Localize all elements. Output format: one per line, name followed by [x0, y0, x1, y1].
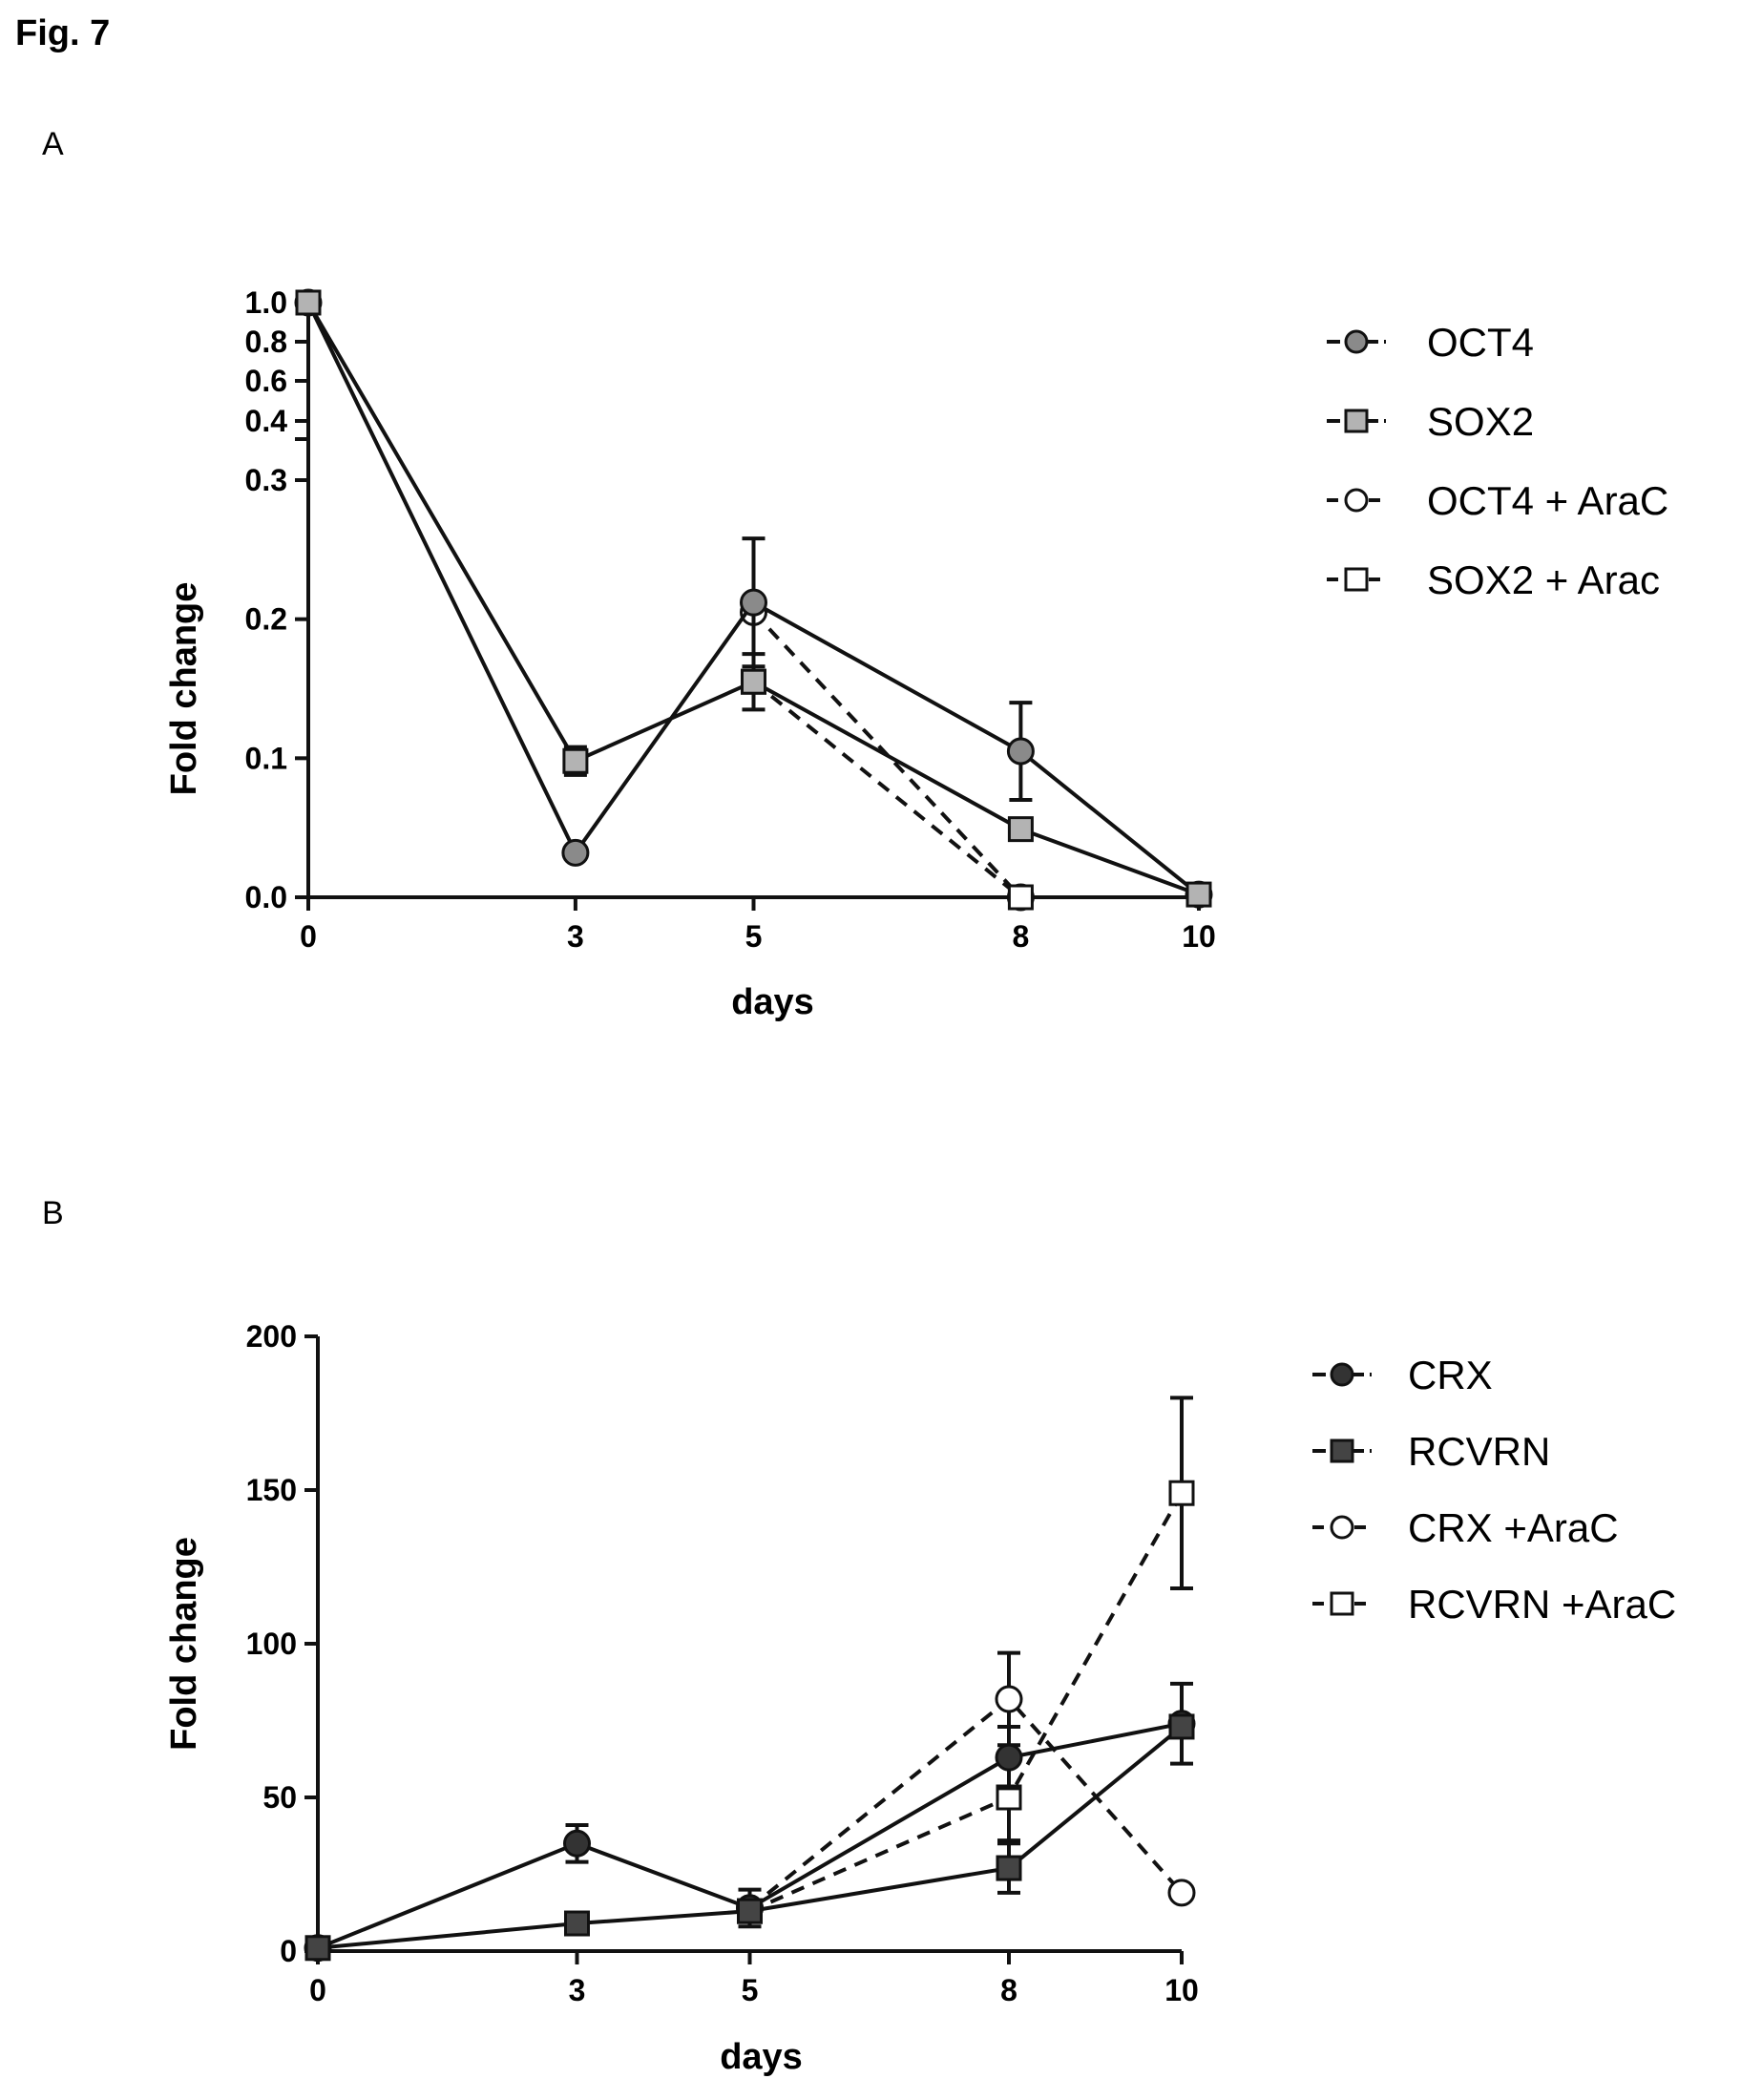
y-tick-label: 150	[246, 1473, 297, 1507]
series-rcvrn	[304, 1713, 1195, 1962]
data-point	[1006, 737, 1035, 766]
legend-label: OCT4	[1427, 320, 1534, 365]
legend-label: CRX	[1408, 1353, 1493, 1397]
series-sox2-arac	[741, 668, 1034, 911]
x-tick-label: 0	[309, 1973, 326, 2007]
legend-item: SOX2 + Arac	[1327, 557, 1660, 602]
y-tick-label: 1.0	[245, 285, 287, 320]
legend-marker	[1344, 488, 1369, 513]
legend-marker	[1344, 329, 1369, 354]
legend-label: RCVRN +AraC	[1408, 1582, 1676, 1627]
x-tick-label: 10	[1182, 919, 1216, 954]
chart-panel-b: 0 50 100 150 200 0 3 5 8 10 days Fold change CRX RCVR…	[164, 1319, 1676, 2077]
data-point	[295, 289, 322, 316]
data-point	[1185, 881, 1212, 908]
legend-marker	[1330, 1591, 1354, 1616]
x-tick-label: 0	[300, 919, 317, 954]
data-point	[1168, 1713, 1195, 1740]
x-tick-label: 5	[745, 919, 763, 954]
legend-label: SOX2 + Arac	[1427, 557, 1660, 602]
legend-marker	[1330, 1515, 1354, 1540]
y-tick-label: 0.8	[245, 325, 287, 359]
data-point	[304, 1935, 331, 1962]
y-tick-label: 200	[246, 1319, 297, 1354]
data-point	[564, 1910, 590, 1937]
data-point	[737, 1898, 763, 1924]
data-point	[995, 1743, 1023, 1772]
series-line	[752, 680, 1022, 899]
y-tick-label: 0.1	[245, 741, 287, 775]
data-point	[562, 747, 589, 774]
x-axis-title: days	[731, 982, 814, 1022]
x-tick-label: 8	[1013, 919, 1030, 954]
chart-panel-a: 0.0 0.1 0.2 0.3 0.4 0.6 0.8 1.0 0 3 5 8 10 days Fold c…	[164, 285, 1668, 1022]
data-point	[563, 1829, 591, 1858]
series-sox2	[295, 289, 1212, 908]
y-axis-title: Fold change	[164, 1537, 204, 1751]
data-point	[1167, 1879, 1196, 1907]
y-axis-title: Fold change	[164, 582, 204, 796]
legend-marker	[1330, 1362, 1354, 1387]
series-crx-arac	[736, 1650, 1196, 1922]
y-tick-label: 0	[280, 1934, 297, 1968]
legend-marker	[1330, 1438, 1354, 1463]
x-tick-label: 8	[1000, 1973, 1017, 2007]
data-point	[996, 1855, 1022, 1881]
data-point	[741, 668, 766, 695]
x-tick-label: 5	[742, 1973, 759, 2007]
legend-item: CRX	[1312, 1353, 1493, 1397]
data-point	[740, 588, 767, 617]
series-line	[748, 1492, 1184, 1913]
legend-item: OCT4 + AraC	[1327, 478, 1668, 523]
legend-item: OCT4	[1327, 320, 1534, 365]
legend-item: SOX2	[1327, 399, 1534, 444]
data-point	[1007, 816, 1034, 843]
y-tick-label: 50	[262, 1780, 297, 1815]
data-point	[995, 1685, 1023, 1713]
y-tick-label: 0.4	[245, 404, 288, 438]
y-tick-label: 0.3	[245, 463, 287, 497]
legend-item: CRX +AraC	[1312, 1505, 1619, 1550]
x-tick-label: 3	[567, 919, 584, 954]
x-tick-label: 10	[1164, 1973, 1199, 2007]
y-tick-label: 0.0	[245, 880, 287, 914]
y-tick-label: 100	[246, 1627, 297, 1661]
legend-marker	[1344, 409, 1369, 433]
panel-a-label: A	[42, 126, 64, 162]
x-tick-label: 3	[569, 1973, 586, 2007]
series-rcvrn-arac	[737, 1396, 1195, 1924]
data-point	[561, 838, 590, 867]
legend-label: RCVRN	[1408, 1429, 1550, 1474]
legend-label: CRX +AraC	[1408, 1505, 1619, 1550]
data-point	[1007, 884, 1034, 911]
legend-marker	[1344, 567, 1369, 592]
legend-label: OCT4 + AraC	[1427, 478, 1668, 523]
y-tick-label: 0.6	[245, 364, 287, 398]
panel-b-label: B	[42, 1195, 64, 1231]
legend-item: RCVRN +AraC	[1312, 1582, 1676, 1627]
y-tick-label: 0.2	[245, 602, 287, 637]
series-oct4	[294, 288, 1213, 909]
figure-title: Fig. 7	[15, 13, 111, 53]
legend-item: RCVRN	[1312, 1429, 1550, 1474]
data-point	[1168, 1480, 1195, 1506]
legend-label: SOX2	[1427, 399, 1534, 444]
x-axis-title: days	[720, 2037, 803, 2077]
